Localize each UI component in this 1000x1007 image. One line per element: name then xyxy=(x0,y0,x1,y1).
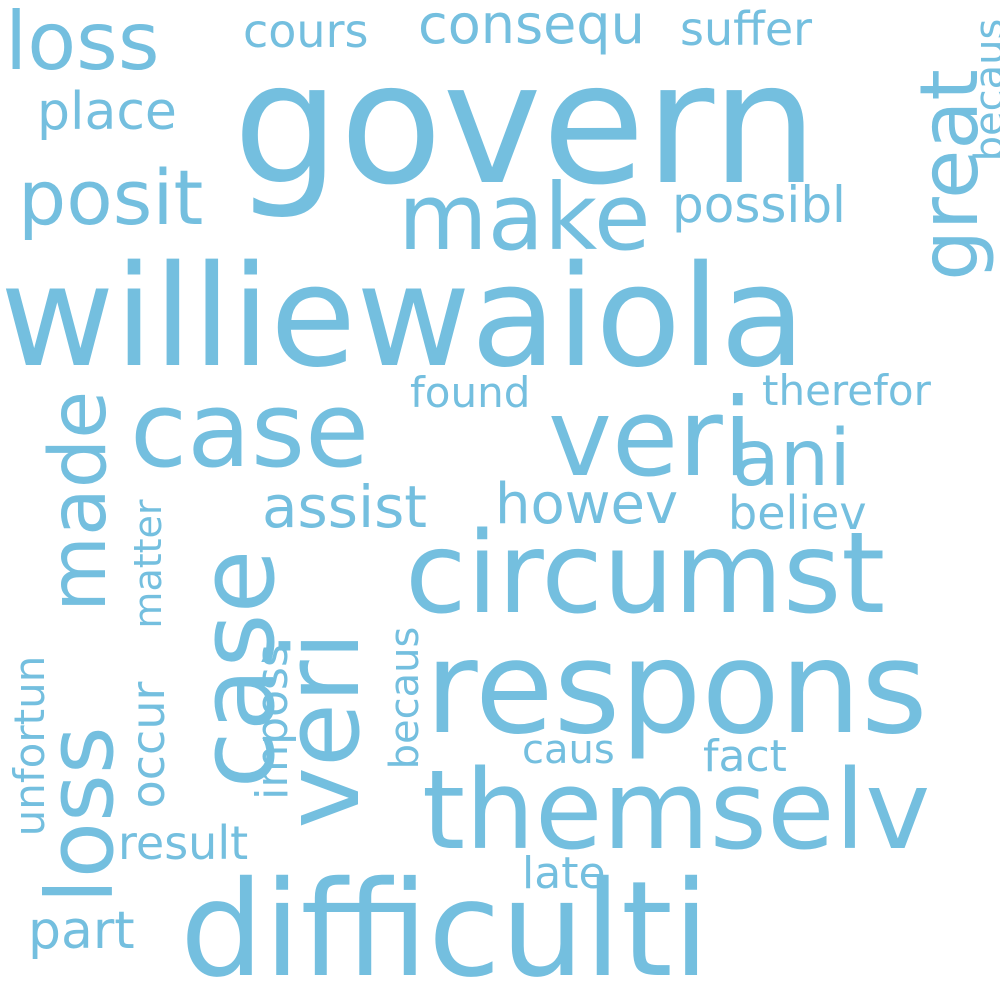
word-reliev: becaus xyxy=(967,18,1000,162)
word-posit: make xyxy=(398,164,651,271)
word-possibl: possibl xyxy=(672,176,846,234)
word-williewaiola: williewaiola xyxy=(0,236,806,399)
word-therefor: therefor xyxy=(762,366,931,415)
word-consequ: consequ xyxy=(418,0,645,56)
word-respons: respons xyxy=(425,614,928,763)
word-unfortun: unfortun xyxy=(5,655,54,837)
word-oblig: loss xyxy=(5,0,160,88)
word-make: case xyxy=(130,369,370,491)
word-onli: posit xyxy=(18,153,204,242)
word-becaus: becaus xyxy=(382,626,428,770)
word-caus: caus xyxy=(522,727,615,773)
word-howev: howev xyxy=(495,472,679,537)
word-imposs: imposs xyxy=(247,644,298,800)
word-found: found xyxy=(410,368,531,417)
word-late: late xyxy=(522,848,606,899)
word-difficulti: difficulti xyxy=(180,853,710,1007)
word-fact: fact xyxy=(703,731,787,782)
word-themselv: themselv xyxy=(422,746,931,874)
word-time: ani xyxy=(732,414,851,504)
word-assist: assist xyxy=(262,473,428,541)
word-govern: govern xyxy=(233,26,818,222)
word-made: made xyxy=(34,390,124,612)
word-cours: cours xyxy=(243,4,369,58)
word-ani: veri xyxy=(548,376,753,501)
word-circumst: circumst xyxy=(405,509,886,639)
word-matter: matter xyxy=(126,499,170,629)
word-occur: occur xyxy=(121,681,175,809)
word-believ: believ xyxy=(728,486,867,540)
word-result: result xyxy=(118,816,249,870)
word-suffer: suffer xyxy=(680,2,813,56)
word-place: place xyxy=(37,82,177,142)
word-part: part xyxy=(28,901,135,961)
